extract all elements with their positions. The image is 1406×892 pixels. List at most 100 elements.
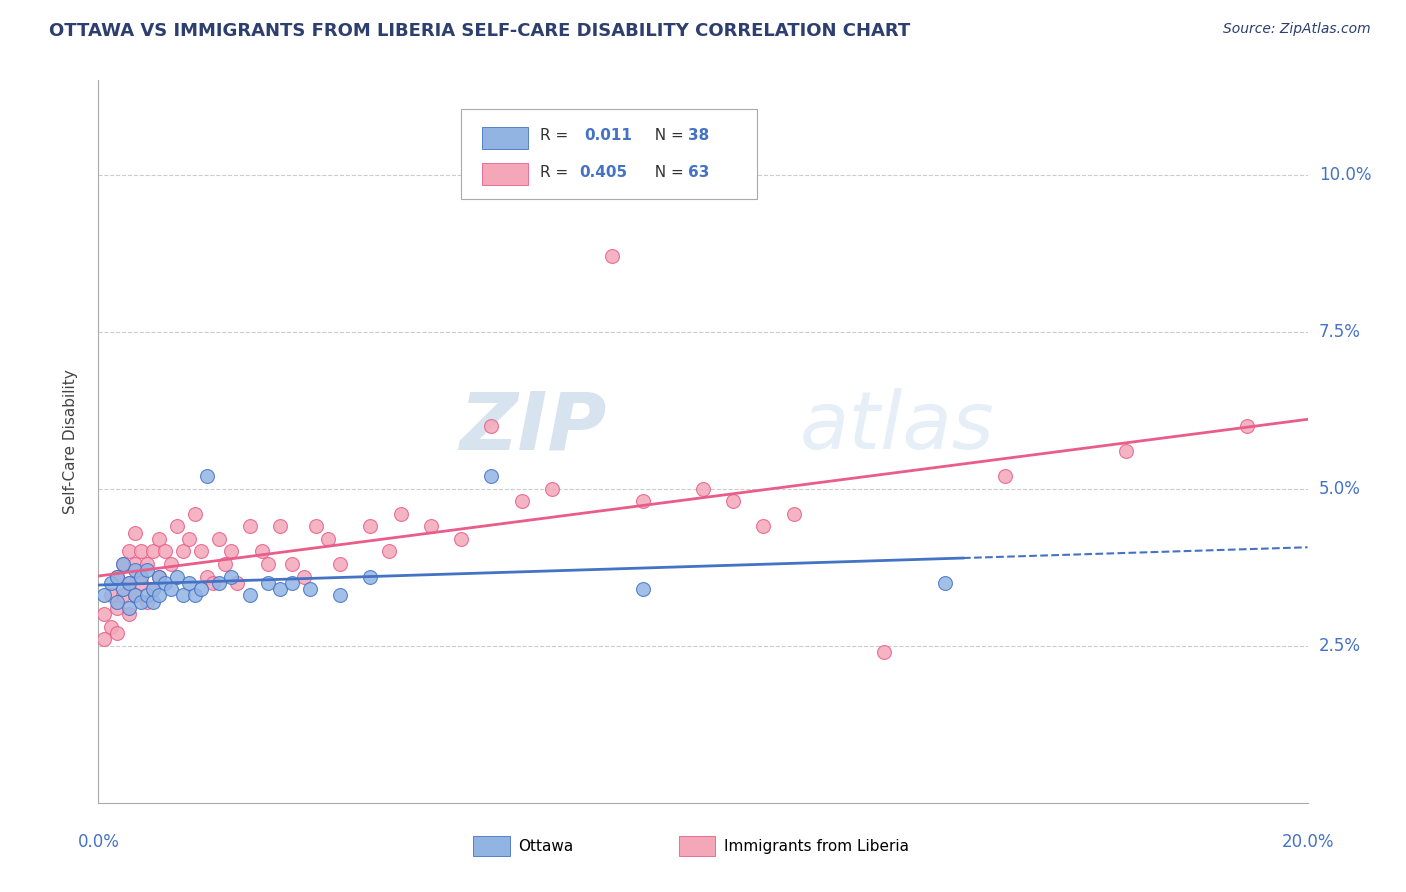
Point xyxy=(172,544,194,558)
Point xyxy=(129,544,152,558)
Point xyxy=(195,469,218,483)
Point xyxy=(179,532,201,546)
Point xyxy=(172,589,194,603)
Point xyxy=(1115,444,1137,458)
Text: 0.405: 0.405 xyxy=(579,164,628,179)
Point xyxy=(723,494,745,508)
Point xyxy=(148,589,170,603)
Point xyxy=(118,544,141,558)
Text: R =: R = xyxy=(540,128,578,144)
Text: 63: 63 xyxy=(689,164,710,179)
Point xyxy=(105,595,128,609)
Text: Source: ZipAtlas.com: Source: ZipAtlas.com xyxy=(1223,22,1371,37)
Text: R =: R = xyxy=(540,164,572,179)
Point xyxy=(160,557,183,571)
Point xyxy=(299,582,322,597)
Point xyxy=(105,601,128,615)
Point xyxy=(135,595,157,609)
Text: atlas: atlas xyxy=(800,388,994,467)
Point xyxy=(190,544,212,558)
Point xyxy=(783,507,806,521)
Point xyxy=(226,575,249,590)
Point xyxy=(142,595,165,609)
Point xyxy=(100,589,122,603)
Point xyxy=(111,557,134,571)
Point xyxy=(994,469,1017,483)
Text: 2.5%: 2.5% xyxy=(1319,637,1361,655)
Point xyxy=(239,589,262,603)
Y-axis label: Self-Care Disability: Self-Care Disability xyxy=(63,369,77,514)
Point xyxy=(195,569,218,583)
Point xyxy=(934,575,956,590)
Point xyxy=(135,557,157,571)
Text: 20.0%: 20.0% xyxy=(1281,833,1334,851)
Point xyxy=(148,532,170,546)
Point xyxy=(184,589,207,603)
Point xyxy=(135,589,157,603)
Point xyxy=(111,557,134,571)
Point xyxy=(420,519,443,533)
Point xyxy=(752,519,775,533)
Text: 10.0%: 10.0% xyxy=(1319,166,1371,184)
Point xyxy=(256,557,278,571)
Point xyxy=(281,575,304,590)
Point xyxy=(100,575,122,590)
Point xyxy=(256,575,278,590)
Point xyxy=(142,544,165,558)
Point xyxy=(135,563,157,577)
Point xyxy=(602,249,624,263)
Point xyxy=(153,544,176,558)
Point xyxy=(631,494,654,508)
Point xyxy=(129,595,152,609)
Point xyxy=(142,582,165,597)
Point xyxy=(111,589,134,603)
Point xyxy=(124,589,146,603)
Point xyxy=(873,645,896,659)
FancyBboxPatch shape xyxy=(482,163,527,185)
Point xyxy=(281,557,304,571)
Point xyxy=(269,582,291,597)
Point xyxy=(118,607,141,622)
Point xyxy=(105,569,128,583)
Point xyxy=(124,563,146,577)
Text: Ottawa: Ottawa xyxy=(517,838,574,854)
Text: 7.5%: 7.5% xyxy=(1319,323,1361,341)
Point xyxy=(329,557,352,571)
Text: N =: N = xyxy=(645,164,689,179)
Point xyxy=(481,418,503,433)
Text: OTTAWA VS IMMIGRANTS FROM LIBERIA SELF-CARE DISABILITY CORRELATION CHART: OTTAWA VS IMMIGRANTS FROM LIBERIA SELF-C… xyxy=(49,22,911,40)
Point xyxy=(148,569,170,583)
Point xyxy=(221,569,243,583)
FancyBboxPatch shape xyxy=(482,128,527,149)
Point xyxy=(190,582,212,597)
Point xyxy=(118,575,141,590)
Text: 5.0%: 5.0% xyxy=(1319,480,1361,498)
Point xyxy=(692,482,714,496)
Point xyxy=(129,569,152,583)
Point xyxy=(118,601,141,615)
Point xyxy=(214,557,236,571)
Point xyxy=(148,569,170,583)
FancyBboxPatch shape xyxy=(474,836,509,856)
Point xyxy=(100,620,122,634)
Point xyxy=(93,632,115,647)
Point xyxy=(202,575,225,590)
Point xyxy=(179,575,201,590)
Point xyxy=(360,569,382,583)
Point xyxy=(153,575,176,590)
Point xyxy=(118,575,141,590)
Point xyxy=(93,607,115,622)
Point xyxy=(377,544,399,558)
Point xyxy=(540,482,562,496)
Text: 38: 38 xyxy=(689,128,710,144)
Point xyxy=(1236,418,1258,433)
Point xyxy=(208,532,231,546)
Point xyxy=(105,569,128,583)
Point xyxy=(184,507,207,521)
Text: N =: N = xyxy=(645,128,689,144)
Point xyxy=(329,589,352,603)
Point xyxy=(124,525,146,540)
Point xyxy=(124,589,146,603)
Point xyxy=(105,626,128,640)
Point xyxy=(631,582,654,597)
